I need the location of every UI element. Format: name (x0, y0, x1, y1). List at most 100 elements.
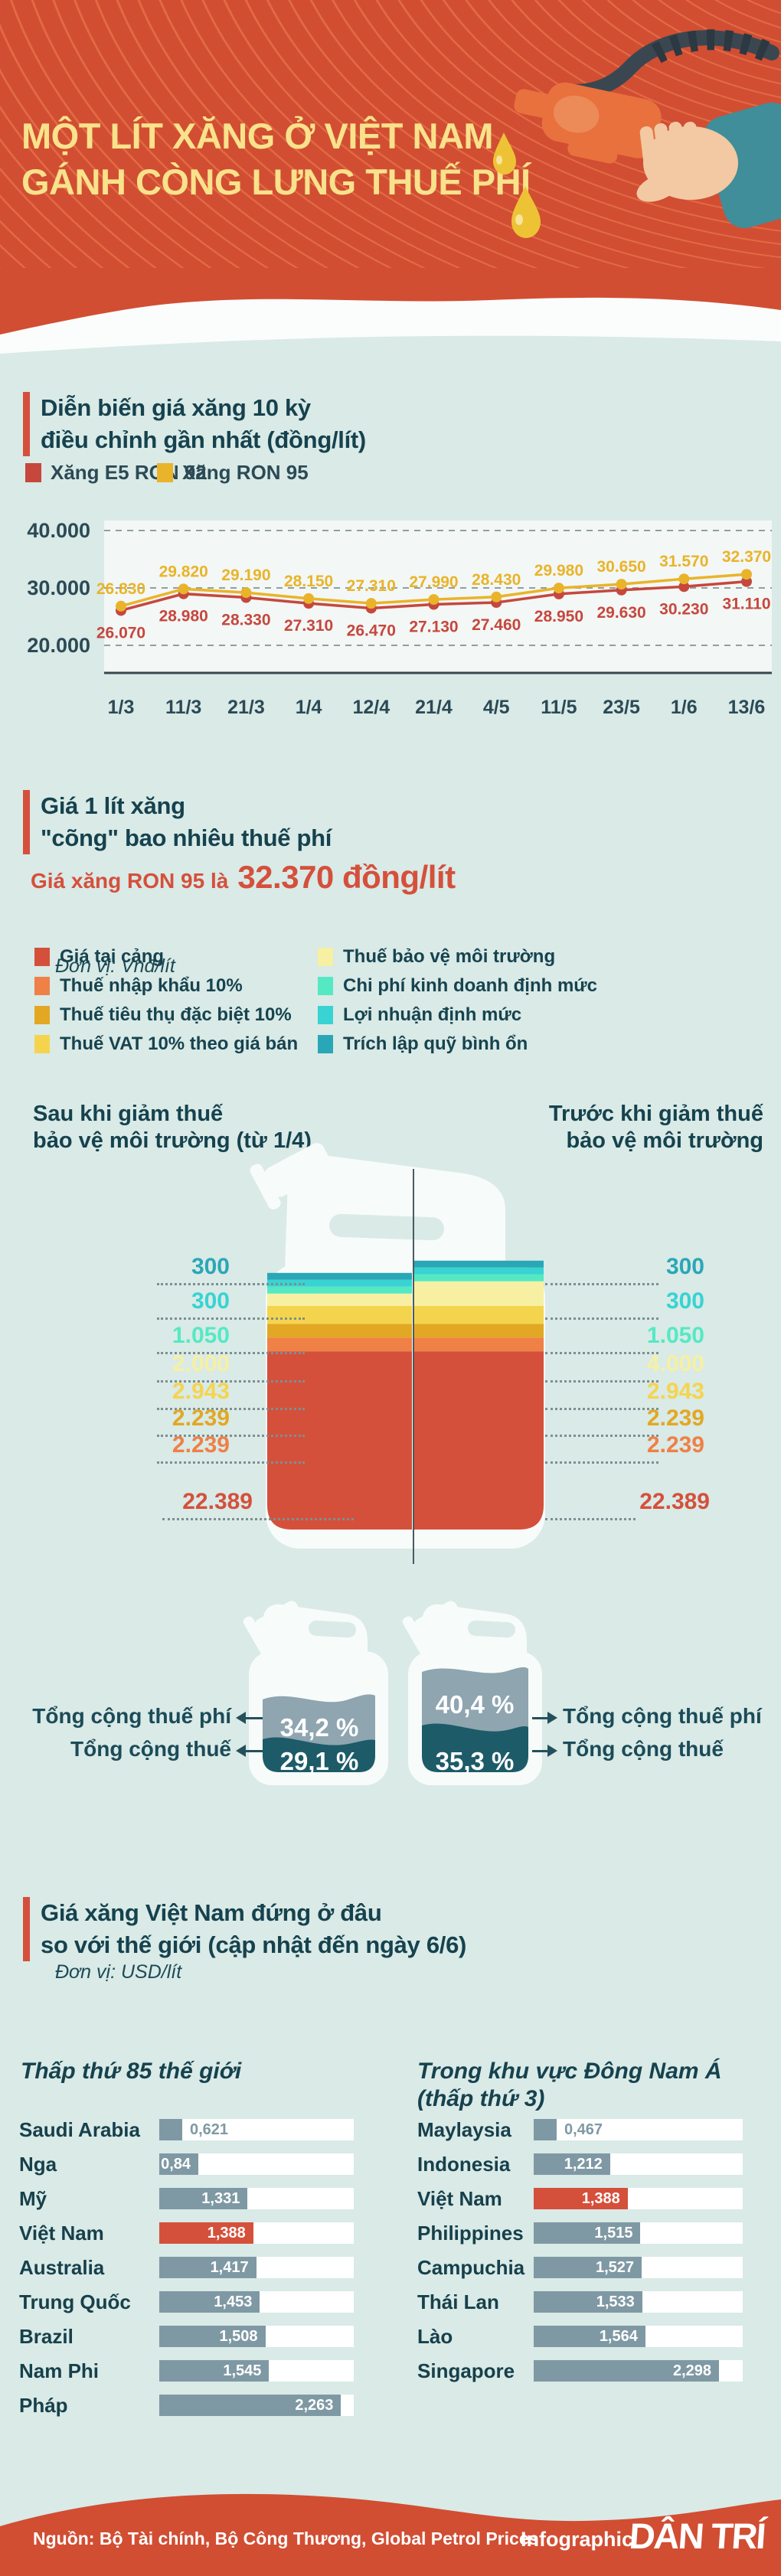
bar-track: 1,527 (534, 2257, 743, 2278)
x-axis-tick-label: 11/5 (541, 697, 577, 718)
bar-row: Pháp 2,263 (19, 2394, 379, 2417)
section-title-price-history: Diễn biến giá xăng 10 kỳ điều chỉnh gần … (23, 392, 366, 456)
tax-legend-item: Thuế tiêu thụ đặc biệt 10% (34, 1004, 292, 1025)
tax-legend-label: Trích lập quỹ bình ổn (343, 1033, 528, 1054)
pct-before-taxes-fees: 40,4 % (436, 1690, 515, 1719)
bar-country-label: Nam Phi (19, 2359, 100, 2382)
arrow-left-taxes-fees (236, 1712, 263, 1724)
bar-fill (159, 2119, 182, 2140)
tax-legend-label: Lợi nhuận định mức (343, 1004, 522, 1025)
y-axis-tick-label: 30.000 (27, 576, 90, 599)
small-can-handle-hole (468, 1620, 515, 1638)
bar-country-label: Brazil (19, 2324, 74, 2348)
data-point-label: 26.830 (96, 580, 145, 598)
arrow-right-taxes (532, 1745, 557, 1757)
bar-value: 1,508 (219, 2328, 258, 2345)
can-band (413, 1305, 544, 1324)
bar-fill (159, 2291, 260, 2313)
leader-line (157, 1317, 305, 1320)
bar-value: 1,533 (596, 2294, 635, 2310)
y-axis-tick-label: 40.000 (27, 519, 90, 542)
bar-country-label: Campuchia (417, 2255, 525, 2279)
data-point-label: 27.310 (284, 617, 333, 635)
hand (636, 122, 738, 202)
can-value-label: 1.050 (646, 1323, 704, 1348)
can-band (413, 1351, 544, 1530)
bar-value: 2,263 (295, 2397, 334, 2414)
bar-row: Nga 0,84 (19, 2153, 379, 2176)
heading-line: Trong khu vực Đông Nam Á (417, 2059, 722, 2084)
bar-row: Việt Nam 1,388 (417, 2187, 777, 2210)
can-value-label: 2.239 (172, 1406, 230, 1431)
leader-line (162, 1518, 354, 1520)
tax-legend-item: Lợi nhuận định mức (318, 1004, 522, 1025)
bar-value: 1,545 (223, 2362, 262, 2379)
bar-row: Philippines 1,515 (417, 2221, 777, 2245)
bar-country-label: Trung Quốc (19, 2290, 131, 2313)
label-total-taxes-left: Tổng cộng thuế (70, 1737, 231, 1761)
bar-track: 1,331 (159, 2188, 354, 2209)
column-heading-after: Sau khi giảm thuế bảo vệ môi trường (từ … (33, 1101, 312, 1155)
tax-legend-item: Chi phí kinh doanh định mức (318, 975, 597, 996)
bar-row: Campuchia 1,527 (417, 2255, 777, 2279)
can-band (413, 1281, 544, 1306)
tax-legend-item: Trích lập quỹ bình ổn (318, 1033, 528, 1054)
bar-fill (534, 2360, 720, 2382)
tax-legend-swatch (318, 1006, 333, 1024)
page-title-line2: GÁNH CÒNG LƯNG THUẾ PHÍ (21, 162, 531, 203)
y-axis-tick-label: 20.000 (27, 634, 90, 657)
heading-sea-rank: Trong khu vực Đông Nam Á (thấp thứ 3) (417, 2058, 722, 2113)
heading-line: (thấp thứ 3) (417, 2086, 545, 2111)
data-point (553, 583, 564, 594)
data-point-label: 27.130 (409, 619, 458, 636)
bar-row: Singapore 2,298 (417, 2359, 777, 2382)
bar-country-label: Singapore (417, 2359, 515, 2382)
bar-track: 1,564 (534, 2326, 743, 2347)
bar-fill (159, 2257, 257, 2278)
data-point-label: 28.150 (284, 573, 333, 590)
legend-label-e5: Xăng E5 RON 92 (51, 461, 207, 484)
data-point-label: 30.230 (659, 600, 708, 618)
can-value-label: 300 (665, 1288, 704, 1314)
data-point (303, 593, 315, 604)
bar-row: Trung Quốc 1,453 (19, 2290, 379, 2313)
data-point-label: 29.820 (159, 563, 208, 580)
bar-track: 1,453 (159, 2291, 354, 2313)
bar-track: 0,84 (159, 2153, 354, 2175)
bar-value: 0,467 (564, 2121, 603, 2138)
tax-legend-swatch (34, 977, 50, 995)
x-axis-tick-label: 1/4 (296, 697, 322, 718)
unit-usd: Đơn vị: USD/lít (55, 1961, 182, 1983)
bar-track: 1,545 (159, 2360, 354, 2382)
bar-country-label: Lào (417, 2324, 453, 2348)
can-total-label: 22.389 (182, 1489, 253, 1514)
header-banner: MỘT LÍT XĂNG Ở VIỆT NAM GÁNH CÒNG LƯNG T… (0, 0, 781, 306)
arrow-left-taxes (236, 1745, 263, 1757)
bar-country-label: Philippines (417, 2221, 524, 2245)
leader-line (545, 1518, 636, 1520)
leader-line (545, 1461, 658, 1464)
bar-row: Australia 1,417 (19, 2256, 379, 2279)
bar-track: 1,508 (159, 2326, 354, 2347)
tax-legend-label: Thuế bảo vệ môi trường (343, 946, 556, 967)
leader-line (545, 1352, 658, 1354)
x-axis-tick-label: 1/3 (108, 697, 135, 718)
arrow-right-taxes-fees (532, 1712, 557, 1724)
data-point (678, 573, 690, 585)
tax-legend-label: Giá tại cảng (60, 946, 165, 967)
bar-value: 0,84 (161, 2156, 191, 2173)
bar-chart-sea: Maylaysia 0,467 Indonesia 1,212 Việt Nam 1,38… (417, 2118, 777, 2395)
can-band (413, 1324, 544, 1338)
leader-line (545, 1435, 658, 1437)
can-band (267, 1337, 412, 1352)
fuel-hose-ribs (642, 29, 770, 68)
small-cans-totals: 34,2 % 29,1 % 40,4 % 35,3 % (243, 1601, 542, 1785)
bar-chart-world: Saudi Arabia 0,621 Nga 0,84 Mỹ 1,331 Việt Nam 1… (19, 2118, 379, 2429)
data-point (365, 598, 377, 609)
bar-value: 0,621 (190, 2121, 229, 2138)
can-total-label: 22.389 (639, 1489, 710, 1514)
bar-fill (534, 2291, 642, 2313)
bar-value: 1,331 (201, 2190, 240, 2207)
bar-fill (534, 2326, 645, 2347)
